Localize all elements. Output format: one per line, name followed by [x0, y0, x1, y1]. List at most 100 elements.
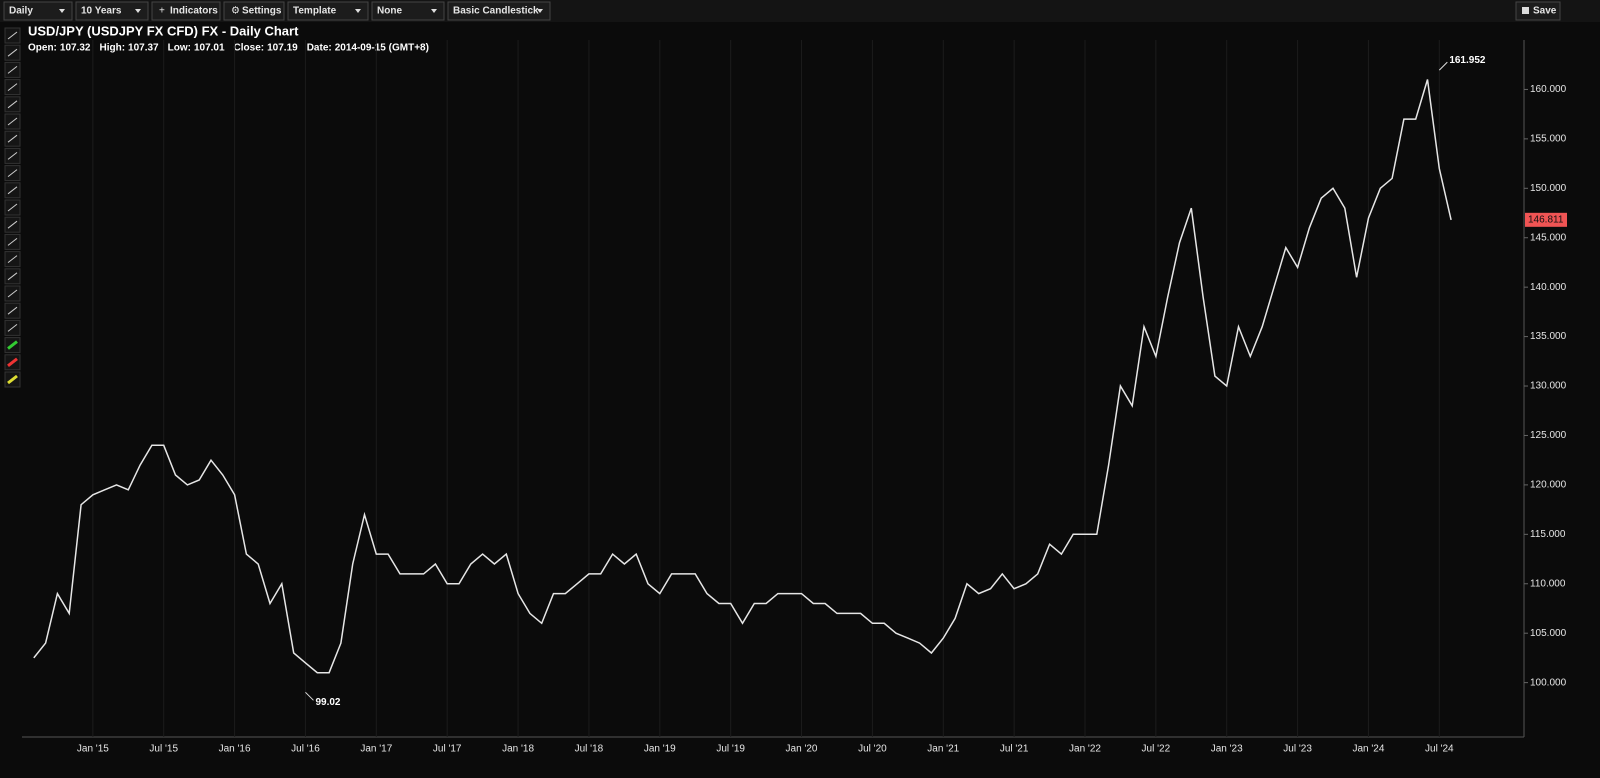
toolbar-button[interactable]: Daily: [3, 1, 73, 21]
button-label: Basic Candlestick: [453, 6, 539, 17]
save-button[interactable]: Save: [1515, 1, 1561, 21]
tool-glyph: [7, 357, 18, 367]
button-label: Save: [1533, 6, 1557, 17]
button-frame: [371, 1, 445, 21]
y-tick-label: 130.000: [1530, 381, 1567, 392]
tool-glyph: [7, 169, 18, 177]
x-tick-label: Jul '15: [149, 744, 178, 755]
tool-glyph: [7, 66, 18, 74]
tool-glyph: [7, 324, 18, 332]
y-tick-label: 105.000: [1530, 628, 1567, 639]
tool-glyph: [7, 220, 18, 229]
save-icon: [1522, 7, 1529, 14]
field-label: Low:: [168, 43, 191, 54]
x-tick-label: Jan '23: [1211, 744, 1243, 755]
tool-button[interactable]: [4, 27, 21, 44]
tool-button[interactable]: [4, 61, 21, 78]
tool-glyph: [7, 255, 18, 263]
tool-button[interactable]: [4, 268, 21, 285]
tool-button[interactable]: [4, 302, 21, 319]
button-icon: +: [159, 6, 165, 17]
button-label: Indicators: [170, 6, 218, 17]
tool-button[interactable]: [4, 199, 21, 216]
field-label: High:: [99, 43, 125, 54]
x-tick-label: Jan '20: [786, 744, 818, 755]
x-tick-label: Jan '19: [644, 744, 676, 755]
toolbar-button[interactable]: Settings⚙: [223, 1, 285, 21]
x-tick-label: Jul '16: [291, 744, 320, 755]
x-tick-label: Jan '21: [927, 744, 959, 755]
tool-button[interactable]: [4, 216, 21, 233]
last-price-box: [1525, 212, 1567, 227]
button-label: 10 Years: [81, 6, 122, 17]
x-tick-label: Jan '15: [77, 744, 109, 755]
toolbar-button[interactable]: Indicators +: [151, 1, 221, 21]
toolbar-button[interactable]: Template: [287, 1, 369, 21]
x-tick-label: Jan '16: [219, 744, 251, 755]
field-value: 2014-09-15 (GMT+8): [335, 43, 429, 54]
tool-button[interactable]: [4, 96, 21, 113]
chart-title: USD/JPY (USDJPY FX CFD) FX - Daily Chart: [28, 23, 299, 38]
tool-glyph: [7, 48, 18, 57]
tool-button[interactable]: [4, 285, 21, 302]
tool-button[interactable]: [4, 147, 21, 164]
tool-glyph: [7, 272, 18, 281]
toolbar-button[interactable]: None: [371, 1, 445, 21]
y-tick-label: 140.000: [1530, 282, 1567, 293]
x-tick-label: Jul '23: [1283, 744, 1312, 755]
tool-button[interactable]: [4, 182, 21, 199]
x-tick-label: Jul '20: [858, 744, 887, 755]
button-frame: [447, 1, 551, 21]
dropdown-arrow: [135, 9, 141, 13]
annotation-leader: [305, 691, 314, 701]
y-tick-label: 145.000: [1530, 232, 1567, 243]
x-tick-label: Jan '24: [1352, 744, 1384, 755]
button-label: Daily: [9, 6, 33, 17]
tool-button[interactable]: [4, 251, 21, 268]
tool-glyph: [7, 83, 18, 91]
x-tick-label: Jul '17: [433, 744, 462, 755]
tool-button[interactable]: [4, 44, 21, 61]
tool-button[interactable]: [4, 354, 21, 371]
field-label: Close:: [234, 43, 265, 54]
button-icon: ⚙: [231, 6, 240, 17]
tool-glyph: [7, 374, 18, 385]
field-value: 107.01: [194, 43, 225, 54]
last-price-label: 146.811: [1528, 214, 1564, 225]
field-value: 107.32: [60, 43, 91, 54]
y-tick-label: 150.000: [1530, 183, 1567, 194]
tool-button[interactable]: [4, 319, 21, 336]
button-frame: [223, 1, 285, 21]
dropdown-arrow: [537, 9, 543, 13]
y-tick-label: 115.000: [1530, 529, 1566, 540]
x-tick-label: Jan '22: [1069, 744, 1101, 755]
dropdown-arrow: [355, 9, 361, 13]
tool-button[interactable]: [4, 113, 21, 130]
field-value: 107.37: [128, 43, 159, 54]
x-tick-label: Jul '21: [1000, 744, 1029, 755]
y-tick-label: 125.000: [1530, 430, 1567, 441]
tool-glyph: [7, 238, 18, 246]
tool-glyph: [7, 100, 18, 109]
tool-button[interactable]: [4, 337, 21, 354]
tool-button[interactable]: [4, 79, 21, 96]
toolbar-button[interactable]: Basic Candlestick: [447, 1, 551, 21]
toolbar-button[interactable]: 10 Years: [75, 1, 149, 21]
price-line: [33, 79, 1452, 674]
tool-glyph: [7, 186, 18, 195]
dropdown-arrow: [59, 9, 65, 13]
x-tick-label: Jul '22: [1142, 744, 1171, 755]
tool-button[interactable]: [4, 130, 21, 147]
y-tick-label: 120.000: [1530, 480, 1567, 491]
x-tick-label: Jan '17: [360, 744, 392, 755]
y-tick-label: 155.000: [1530, 134, 1567, 145]
tool-button[interactable]: [4, 371, 21, 388]
y-tick-label: 110.000: [1530, 578, 1566, 589]
tool-button[interactable]: [4, 233, 21, 250]
tool-button[interactable]: [4, 165, 21, 182]
tool-glyph: [7, 134, 18, 143]
tool-glyph: [7, 306, 18, 315]
x-tick-label: Jul '19: [716, 744, 745, 755]
